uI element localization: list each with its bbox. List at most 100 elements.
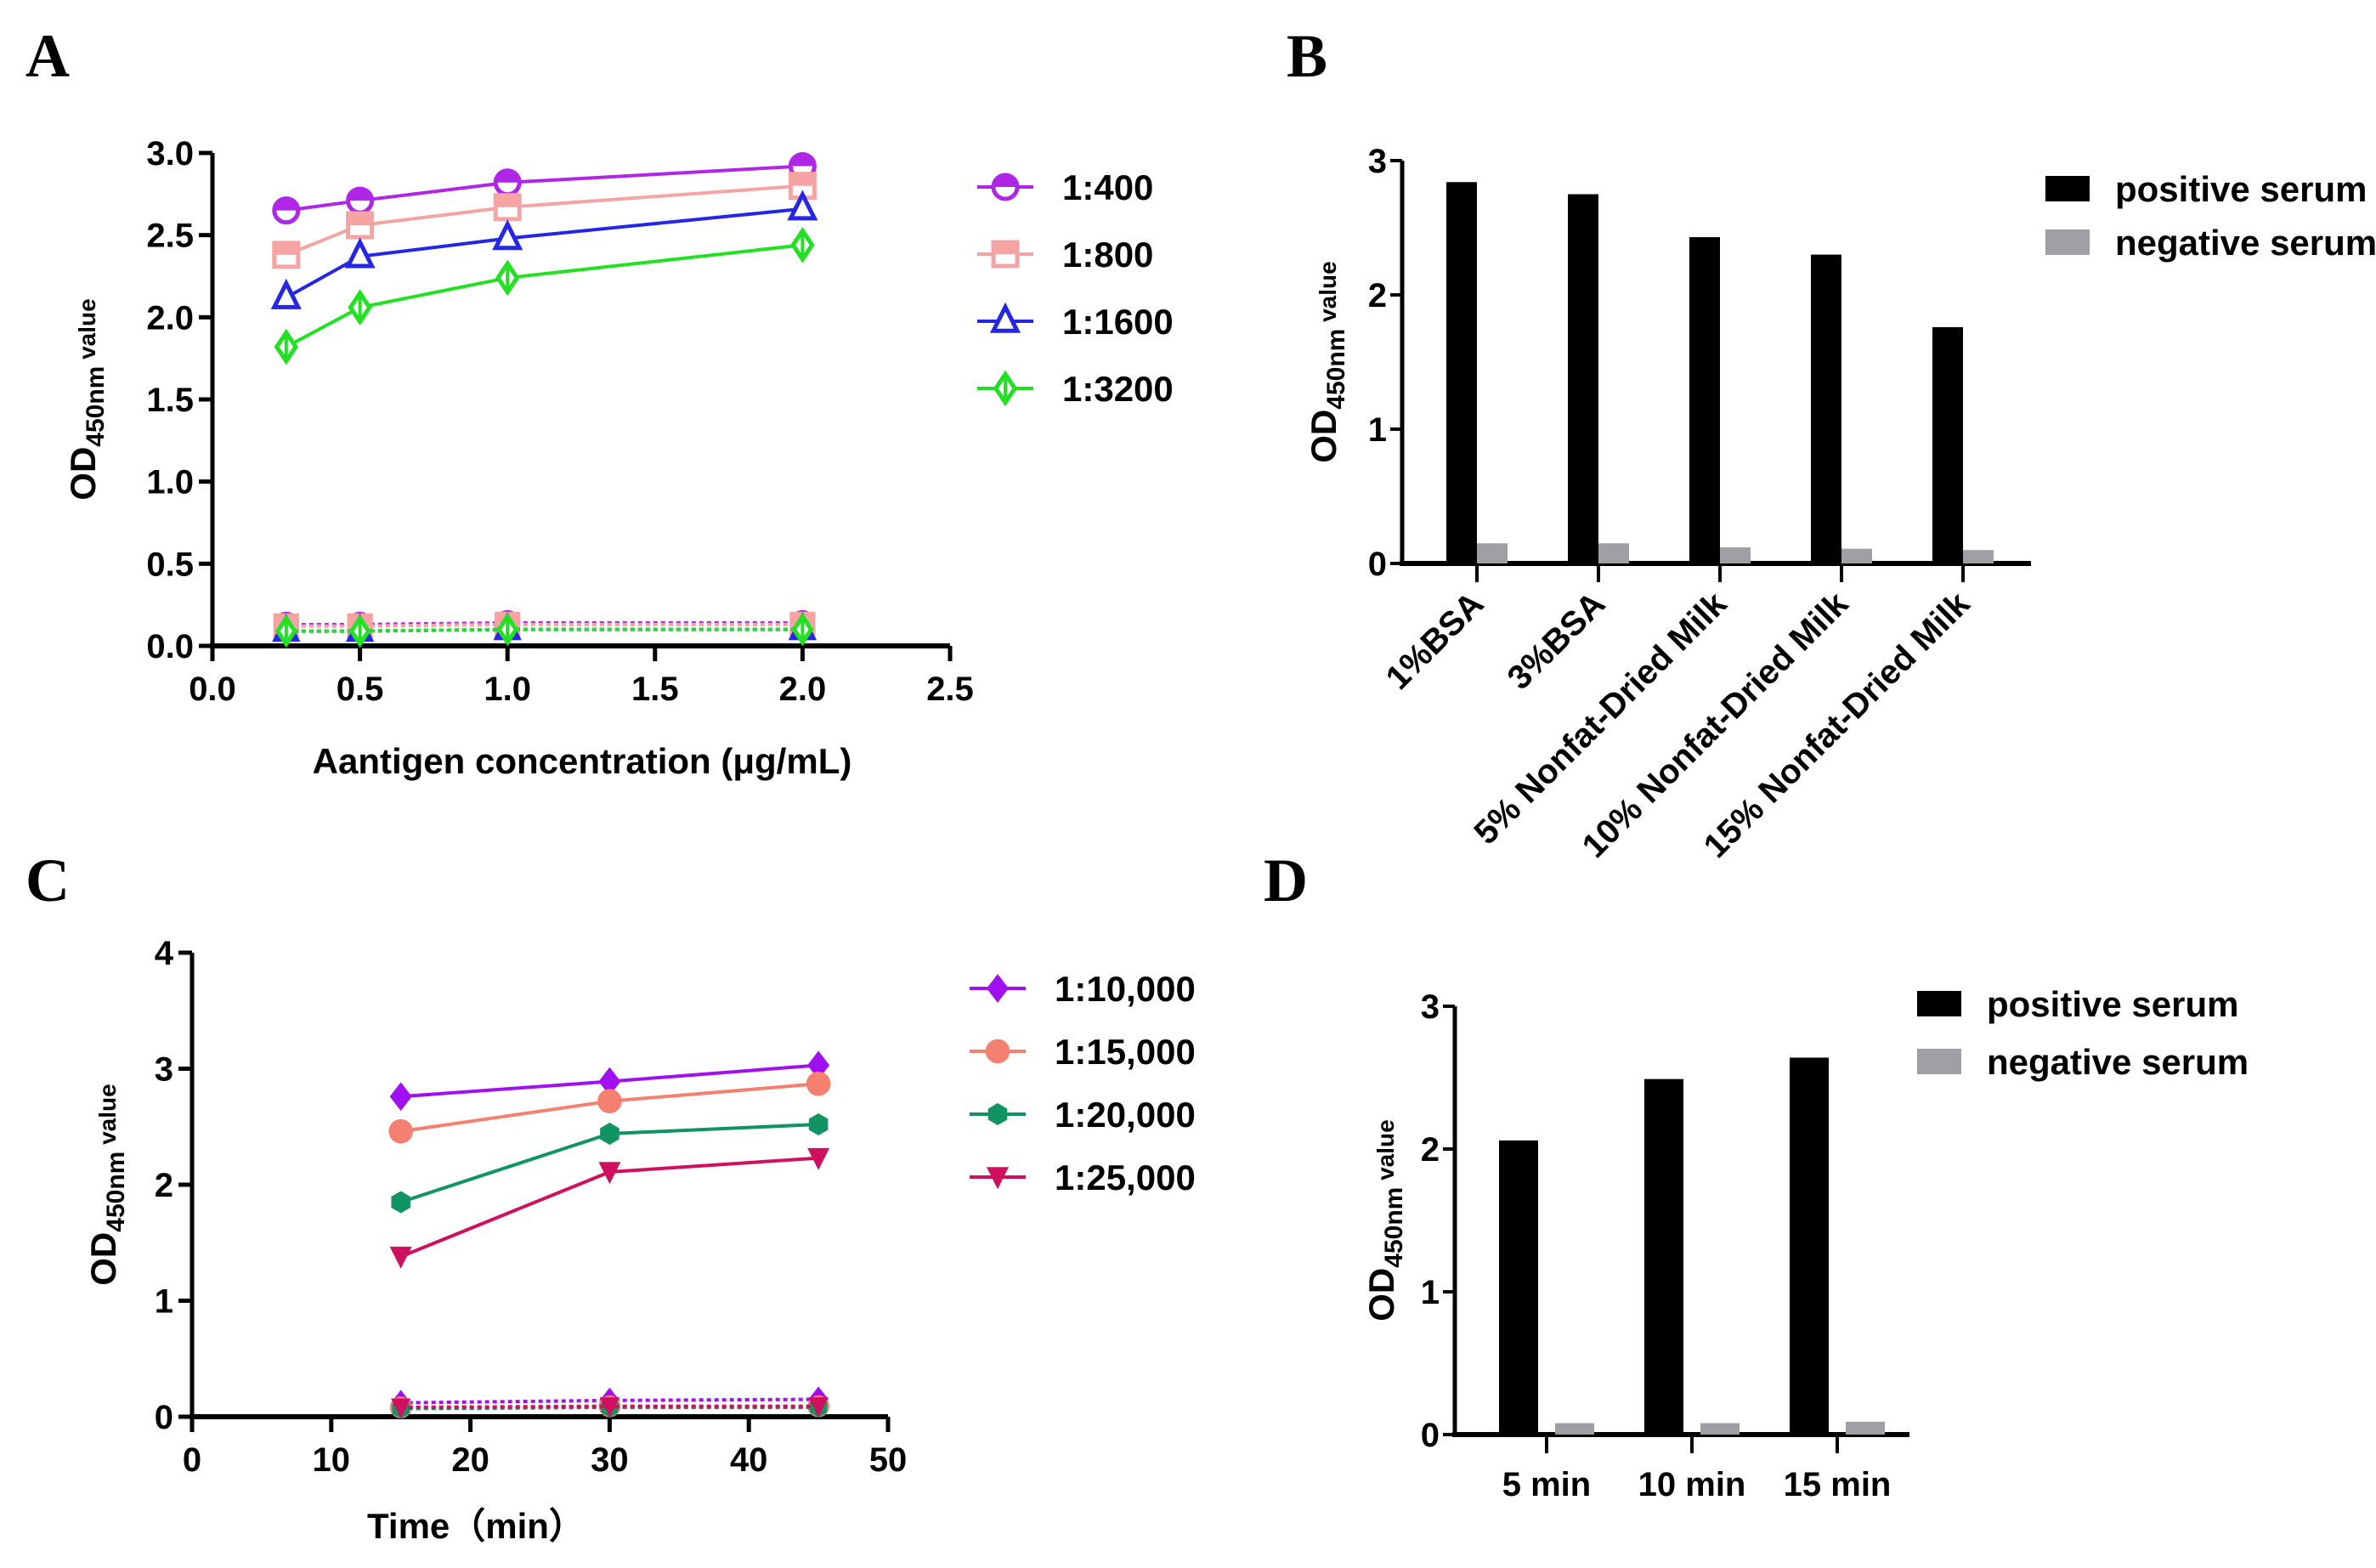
- y-tick-label: 4: [155, 935, 174, 972]
- data-point-fill: [790, 173, 815, 186]
- bar-positive: [1790, 1057, 1829, 1435]
- x-tick-label: 1.0: [484, 671, 531, 708]
- bar-negative: [1846, 1421, 1885, 1435]
- legend-item: 1:1600: [977, 302, 1174, 342]
- bar-positive: [1689, 237, 1720, 563]
- x-tick-label: 10 min: [1638, 1466, 1746, 1503]
- y-label-main: OD: [63, 447, 103, 501]
- y-tick-label: 2: [1368, 277, 1387, 314]
- data-point: [344, 237, 376, 269]
- data-point-fill: [790, 154, 815, 167]
- legend-label: 1:3200: [1062, 369, 1174, 409]
- x-tick-label: 0.5: [337, 671, 384, 708]
- y-tick-label: 3: [1368, 143, 1387, 180]
- bar-positive: [1568, 194, 1598, 563]
- y-label-subscript: 450nm: [102, 1152, 130, 1232]
- panel-letter-c: C: [25, 846, 70, 914]
- legend-swatch: [2045, 229, 2090, 255]
- data-point: [598, 1067, 621, 1096]
- x-tick-label: 50: [869, 1441, 908, 1479]
- y-tick-label: 1: [1368, 411, 1387, 449]
- y-label-main: OD: [1361, 1268, 1401, 1322]
- legend-label: positive serum: [1987, 984, 2238, 1024]
- legend-marker: [985, 1039, 1010, 1064]
- bar-negative: [1720, 547, 1751, 563]
- data-point-fill: [274, 242, 298, 255]
- legend-label: 1:1600: [1062, 302, 1174, 342]
- data-point-fill: [495, 170, 520, 183]
- legend-label: negative serum: [2115, 223, 2376, 263]
- y-label-main: OD: [1304, 410, 1344, 463]
- legend-item: negative serum: [1917, 1042, 2249, 1082]
- y-tick-label: 2.5: [146, 218, 194, 255]
- y-tick-label: 0: [1421, 1417, 1440, 1454]
- y-tick-label: 1.5: [146, 382, 194, 419]
- data-point: [270, 278, 302, 309]
- series-1:1600: [270, 190, 818, 642]
- data-point: [600, 1122, 619, 1145]
- bar-negative: [1477, 543, 1508, 563]
- x-tick-label: 15 min: [1784, 1466, 1892, 1503]
- y-tick-label: 3: [1421, 988, 1440, 1026]
- y-tick-label: 3.0: [146, 135, 194, 173]
- y-label-suffix: value: [1372, 1119, 1399, 1186]
- series-1:20,000: [391, 1113, 829, 1419]
- legend-marker-fill: [993, 175, 1017, 187]
- data-point: [391, 1191, 410, 1214]
- legend-marker-fill: [993, 242, 1017, 254]
- legend-label: 1:10,000: [1055, 969, 1196, 1009]
- legend-label: 1:800: [1062, 235, 1153, 275]
- legend-item: 1:800: [977, 235, 1153, 275]
- negative-line: [286, 627, 803, 633]
- x-tick-label: 5% Nonfat-Dried Milk: [1467, 585, 1734, 852]
- y-axis-label: OD450nm value: [63, 298, 110, 500]
- series-line: [285, 243, 803, 348]
- panel-a-line-chart: 0.0 0.5 1.0 1.5 2.0 2.5 3.0 0.0 0.5 1.0 1.5 2.0 2.5 A…: [146, 135, 1173, 781]
- negative-line: [286, 622, 803, 628]
- y-label-suffix: value: [74, 298, 100, 365]
- y-tick-label: 3: [155, 1051, 173, 1089]
- y-label-subscript: 450nm: [1322, 329, 1350, 410]
- bar-positive: [1932, 326, 1963, 563]
- data-point-fill: [348, 189, 372, 201]
- legend-item: 1:10,000: [970, 969, 1196, 1009]
- legend-marker: [987, 1103, 1008, 1125]
- bar-positive: [1644, 1078, 1683, 1435]
- legend-item: positive serum: [2045, 169, 2367, 209]
- y-tick-label: 1: [1421, 1274, 1440, 1311]
- data-point-fill: [495, 195, 520, 207]
- y-axis-label: OD450nm value: [83, 1084, 130, 1285]
- y-tick-label: 1.0: [146, 464, 194, 501]
- data-point: [807, 1147, 830, 1170]
- series-1:3200: [274, 226, 815, 648]
- series-line: [286, 164, 803, 212]
- bar-negative: [1700, 1423, 1740, 1435]
- bar-positive: [1499, 1140, 1538, 1435]
- data-point: [389, 1246, 412, 1269]
- negative-point: [808, 1397, 829, 1418]
- y-tick-label: 0: [1368, 546, 1387, 583]
- x-axis-label: Aantigen concentration (μg/mL): [313, 741, 852, 781]
- panel-d-bar-chart: 0 1 2 3 5 min 10 min 15 min positive serum negat…: [1421, 984, 2249, 1503]
- panel-letter-d: D: [1264, 846, 1308, 914]
- y-axis-label: OD450nm value: [1304, 261, 1350, 462]
- y-tick-label: 0.0: [146, 628, 194, 665]
- bar-negative: [1841, 548, 1872, 563]
- x-tick-label: 10: [313, 1441, 351, 1479]
- data-point-fill: [274, 198, 298, 211]
- series-line: [285, 207, 803, 299]
- legend-item: 1:25,000: [970, 1158, 1196, 1197]
- legend-label: 1:25,000: [1055, 1158, 1196, 1197]
- y-tick-label: 0: [155, 1399, 173, 1436]
- series-1:25,000: [389, 1147, 830, 1418]
- y-label-subscript: 450nm: [1380, 1187, 1408, 1268]
- x-tick-label: 5 min: [1502, 1466, 1591, 1503]
- x-tick-label: 20: [451, 1441, 489, 1479]
- negative-point: [599, 1397, 620, 1418]
- legend-label: 1:20,000: [1055, 1095, 1196, 1135]
- y-tick-label: 2.0: [146, 299, 194, 337]
- negative-point: [391, 1398, 411, 1418]
